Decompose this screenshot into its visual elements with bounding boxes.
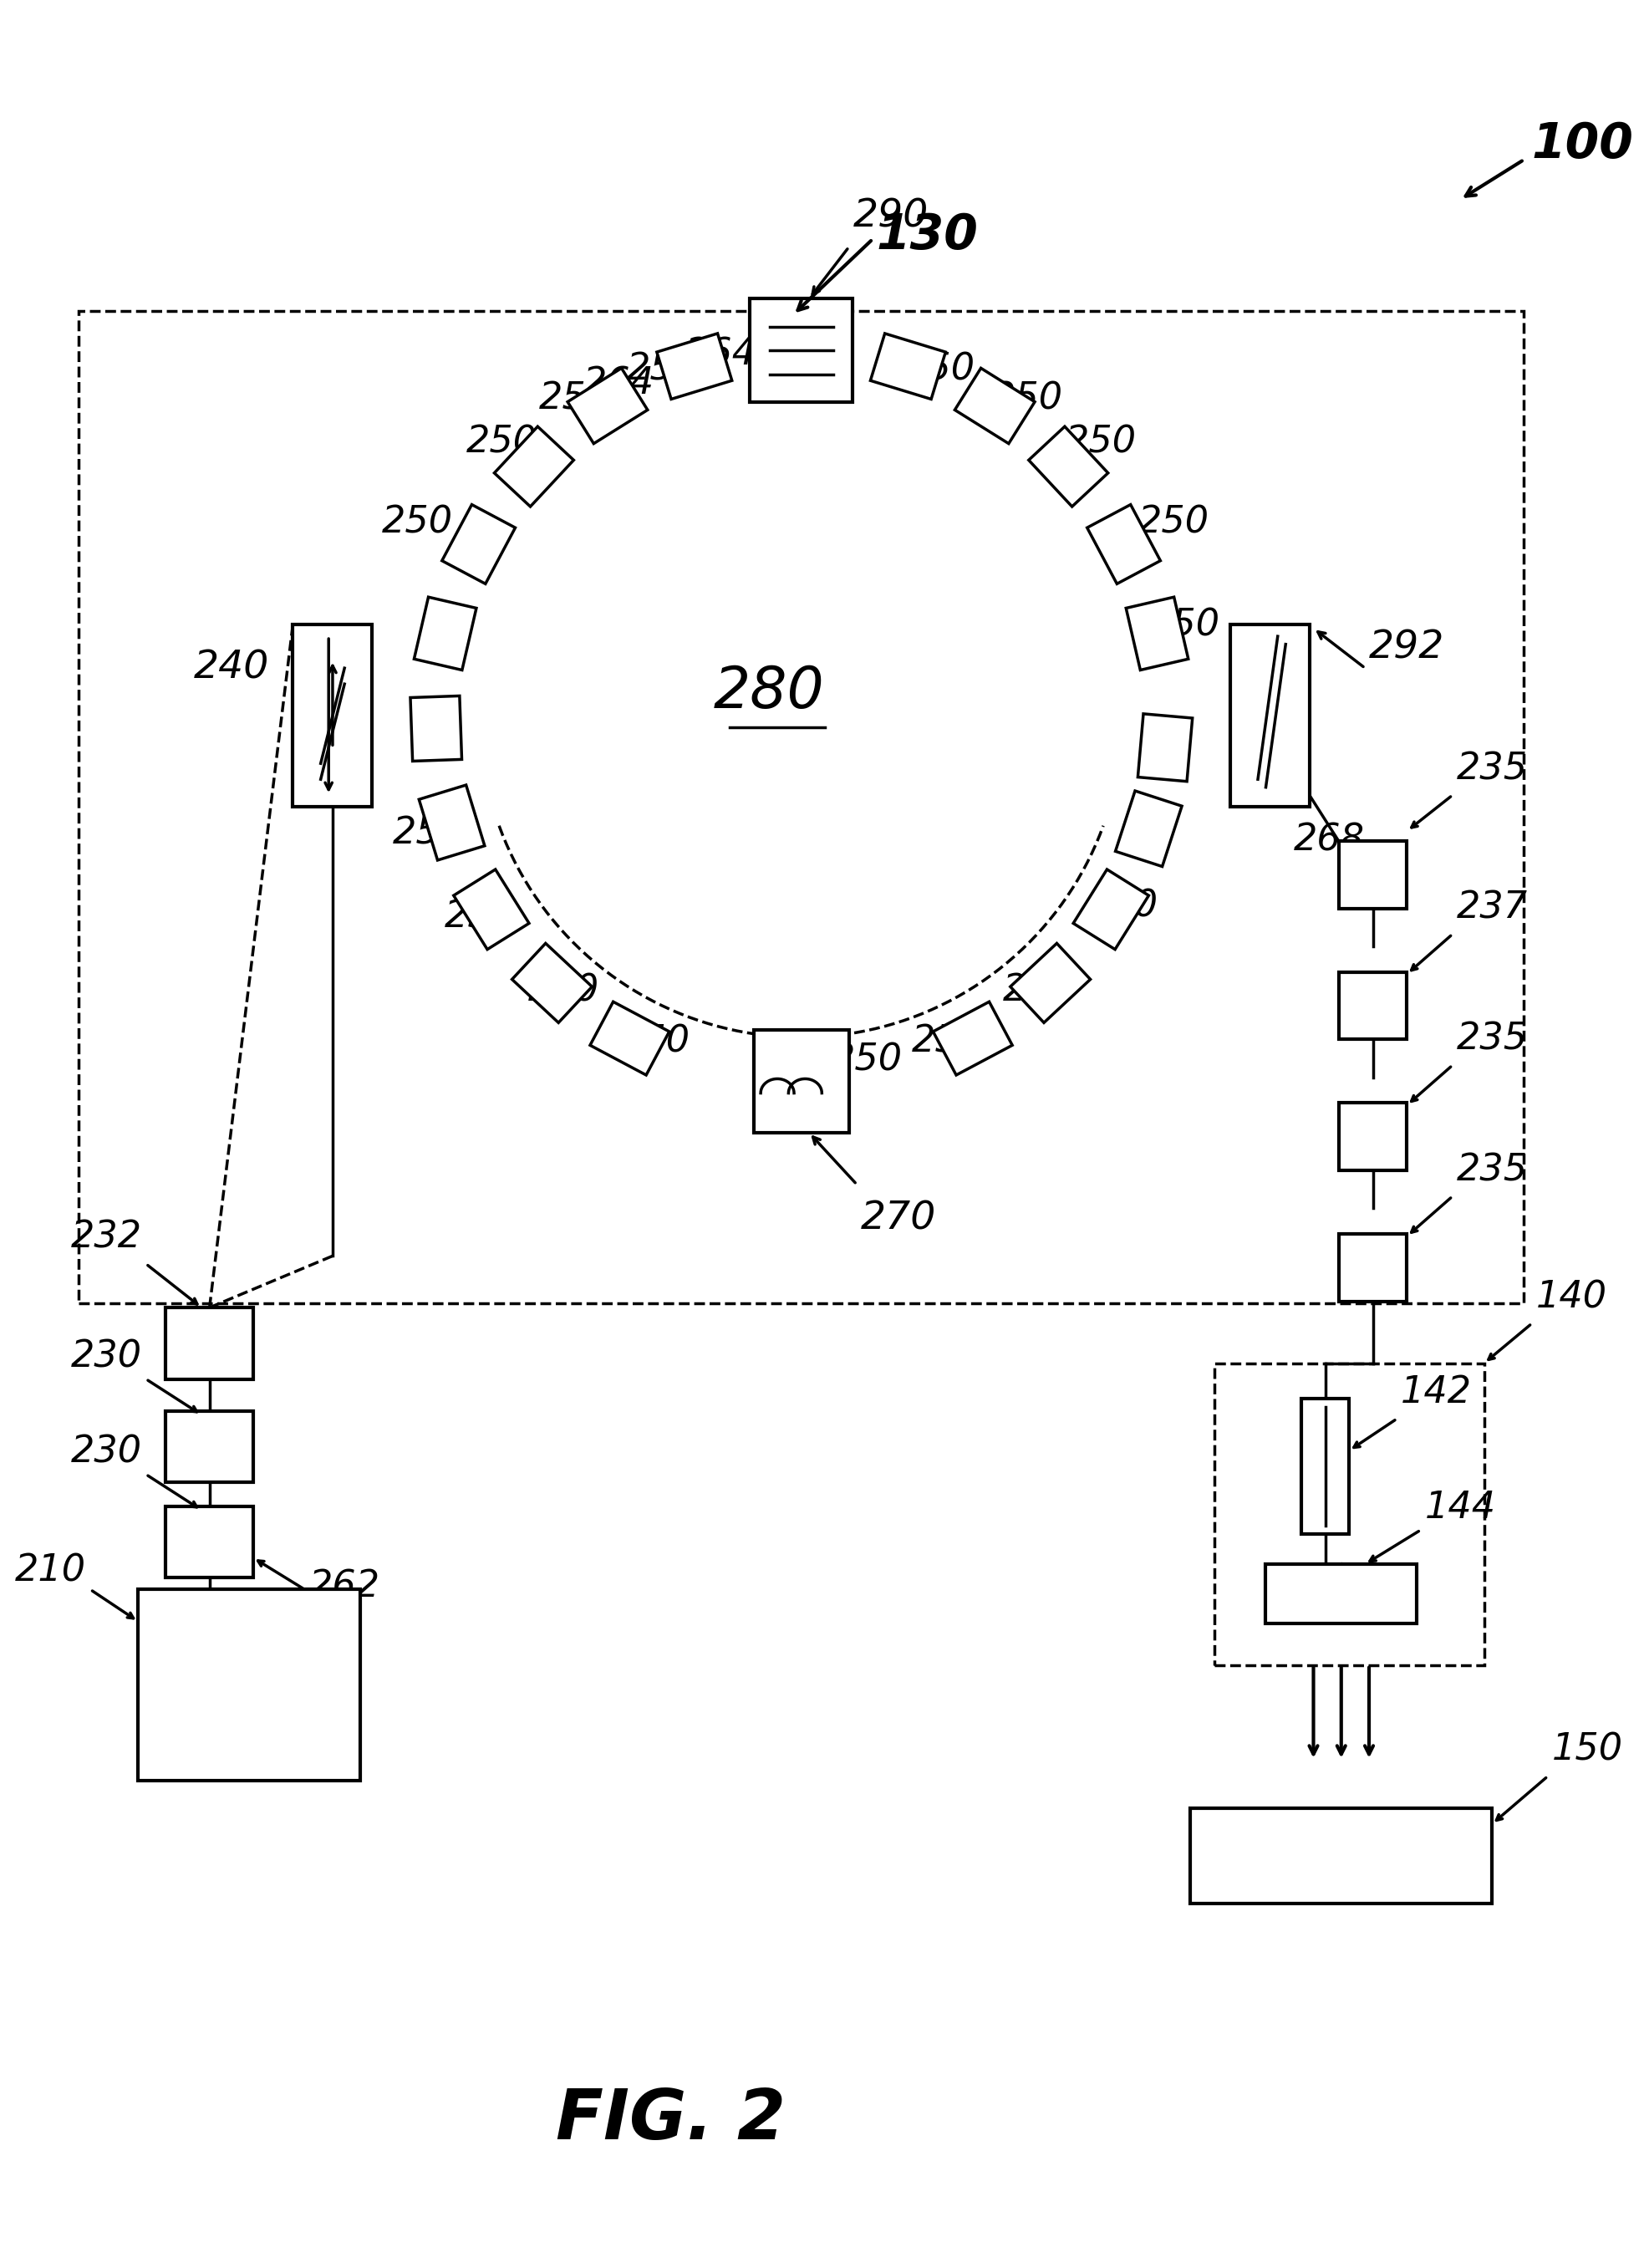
Bar — [1215, 1363, 1485, 1665]
Polygon shape — [934, 1002, 1013, 1075]
Text: 290: 290 — [853, 197, 929, 236]
Polygon shape — [166, 1411, 253, 1483]
Text: 232: 232 — [71, 1220, 141, 1256]
Bar — [79, 311, 1524, 1304]
Text: 250: 250 — [528, 973, 600, 1009]
Text: 250: 250 — [1003, 973, 1074, 1009]
Text: 250: 250 — [465, 424, 538, 460]
Polygon shape — [870, 333, 945, 399]
Text: 237: 237 — [1457, 889, 1527, 925]
Polygon shape — [1340, 841, 1407, 909]
Polygon shape — [419, 785, 485, 860]
Text: 250: 250 — [1149, 608, 1220, 642]
Polygon shape — [166, 1506, 253, 1579]
Polygon shape — [567, 367, 648, 445]
Text: 250: 250 — [912, 1023, 983, 1059]
Text: 262: 262 — [309, 1569, 380, 1606]
Text: 264: 264 — [584, 365, 654, 401]
Text: 235: 235 — [1457, 751, 1527, 787]
Text: 250: 250 — [626, 352, 699, 388]
Text: 250: 250 — [832, 1041, 903, 1077]
Text: 230: 230 — [71, 1338, 141, 1374]
Text: 270: 270 — [861, 1200, 937, 1238]
Polygon shape — [293, 624, 372, 807]
Polygon shape — [1087, 503, 1161, 583]
Text: 250: 250 — [904, 352, 975, 388]
Text: 230: 230 — [71, 1433, 141, 1470]
Text: 292: 292 — [1369, 631, 1445, 667]
Text: 250: 250 — [393, 814, 464, 850]
Polygon shape — [1340, 973, 1407, 1039]
Polygon shape — [1230, 624, 1310, 807]
Polygon shape — [1126, 596, 1189, 669]
Polygon shape — [166, 1309, 253, 1379]
Polygon shape — [1302, 1399, 1350, 1533]
Text: 144: 144 — [1425, 1490, 1496, 1526]
Text: 250: 250 — [620, 1023, 690, 1059]
Polygon shape — [1340, 1234, 1407, 1302]
Text: 235: 235 — [1457, 1021, 1527, 1057]
Polygon shape — [1115, 792, 1182, 866]
Text: 240: 240 — [194, 649, 270, 687]
Polygon shape — [1340, 1102, 1407, 1170]
Polygon shape — [1011, 943, 1090, 1023]
Polygon shape — [1190, 1808, 1493, 1903]
Text: 250: 250 — [1138, 503, 1210, 540]
Text: 130: 130 — [876, 211, 978, 259]
Polygon shape — [1138, 714, 1192, 782]
Polygon shape — [1074, 869, 1149, 950]
Text: 250: 250 — [539, 381, 610, 417]
Text: 100: 100 — [1532, 120, 1634, 168]
Polygon shape — [590, 1002, 669, 1075]
Text: 235: 235 — [1457, 1152, 1527, 1188]
Text: 250: 250 — [1087, 889, 1159, 925]
Text: 250: 250 — [444, 900, 515, 934]
Polygon shape — [753, 1030, 848, 1132]
Polygon shape — [658, 333, 732, 399]
Polygon shape — [1029, 426, 1108, 506]
Polygon shape — [511, 943, 592, 1023]
Text: 150: 150 — [1552, 1733, 1623, 1767]
Text: 280: 280 — [713, 665, 825, 719]
Text: 140: 140 — [1535, 1279, 1606, 1315]
Text: 250: 250 — [991, 381, 1064, 417]
Text: 250: 250 — [381, 503, 454, 540]
Polygon shape — [495, 426, 574, 506]
Text: 142: 142 — [1401, 1374, 1471, 1411]
Polygon shape — [1266, 1563, 1417, 1624]
Polygon shape — [411, 696, 462, 762]
Polygon shape — [750, 299, 853, 401]
Polygon shape — [442, 503, 515, 583]
Text: 210: 210 — [15, 1554, 87, 1590]
Text: 264: 264 — [686, 336, 756, 372]
Text: 268: 268 — [1294, 823, 1365, 857]
Text: 250: 250 — [1065, 424, 1136, 460]
Polygon shape — [414, 596, 477, 669]
Polygon shape — [454, 869, 529, 950]
Polygon shape — [955, 367, 1034, 445]
Polygon shape — [138, 1590, 360, 1780]
Text: FIG. 2: FIG. 2 — [556, 2087, 786, 2155]
